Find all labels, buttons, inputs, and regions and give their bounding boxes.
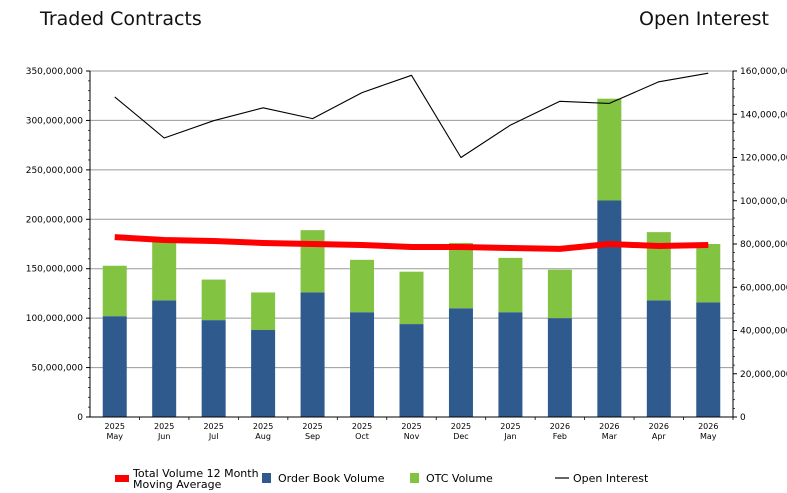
legend-swatch-otc-volume bbox=[410, 473, 419, 483]
open-interest-title: Open Interest bbox=[638, 8, 769, 30]
bar-order-book-volume-7 bbox=[448, 308, 473, 417]
x-tick-month: Feb bbox=[553, 432, 567, 441]
traded-contracts-title: Traded Contracts bbox=[40, 8, 202, 30]
x-tick-month: Jul bbox=[208, 432, 219, 441]
x-tick-year: 2025 bbox=[500, 422, 520, 431]
left-tick-label: 350,000,000 bbox=[26, 67, 84, 77]
right-tick-label: 80,000,000 bbox=[740, 240, 787, 250]
right-tick-label: 20,000,000 bbox=[740, 370, 787, 380]
x-tick-month: May bbox=[106, 432, 123, 441]
x-tick-year: 2025 bbox=[154, 422, 174, 431]
x-tick-month: Jun bbox=[157, 432, 171, 441]
right-tick-label: 0 bbox=[740, 413, 746, 423]
left-tick-label: 0 bbox=[77, 413, 83, 423]
legend-label: OTC Volume bbox=[426, 472, 493, 485]
bar-otc-volume-8 bbox=[498, 257, 523, 313]
x-tick-month: Dec bbox=[453, 432, 468, 441]
x-tick-month: Jan bbox=[503, 432, 516, 441]
bar-otc-volume-7 bbox=[448, 243, 473, 309]
left-tick-label: 50,000,000 bbox=[31, 364, 83, 374]
bar-order-book-volume-4 bbox=[300, 292, 325, 417]
x-tick-year: 2026 bbox=[649, 422, 669, 431]
moving-average-line bbox=[114, 234, 709, 252]
bar-otc-volume-10 bbox=[597, 98, 622, 201]
legend-label: Total Volume 12 Month bbox=[132, 467, 259, 480]
bar-otc-volume-0 bbox=[102, 265, 127, 317]
x-tick-year: 2026 bbox=[599, 422, 619, 431]
right-tick-label: 140,000,00 bbox=[740, 110, 787, 120]
bar-order-book-volume-2 bbox=[201, 320, 226, 417]
bar-otc-volume-5 bbox=[350, 259, 375, 313]
x-tick-year: 2025 bbox=[401, 422, 421, 431]
bar-otc-volume-9 bbox=[547, 269, 572, 319]
left-tick-label: 250,000,000 bbox=[26, 166, 84, 176]
right-tick-label: 120,000,00 bbox=[740, 154, 787, 164]
bar-order-book-volume-6 bbox=[399, 324, 424, 417]
bar-otc-volume-11 bbox=[646, 232, 671, 301]
bar-order-book-volume-8 bbox=[498, 312, 523, 417]
x-tick-year: 2025 bbox=[352, 422, 372, 431]
legend-label: Order Book Volume bbox=[278, 472, 385, 485]
bar-series bbox=[102, 98, 721, 417]
x-tick-year: 2026 bbox=[550, 422, 570, 431]
bar-otc-volume-3 bbox=[251, 292, 276, 331]
bar-otc-volume-2 bbox=[201, 279, 226, 321]
legend-label-line2: Moving Average bbox=[133, 478, 222, 491]
x-tick-year: 2025 bbox=[203, 422, 223, 431]
right-tick-label: 100,000,000 bbox=[740, 197, 787, 207]
x-tick-year: 2025 bbox=[105, 422, 125, 431]
gridlines bbox=[90, 70, 733, 369]
left-tick-label: 300,000,000 bbox=[26, 116, 84, 126]
x-tick-month: Apr bbox=[652, 432, 667, 441]
bar-otc-volume-4 bbox=[300, 230, 325, 293]
x-tick-month: Mar bbox=[602, 432, 618, 441]
x-tick-year: 2025 bbox=[451, 422, 471, 431]
left-tick-label: 200,000,000 bbox=[26, 215, 84, 225]
bar-order-book-volume-0 bbox=[102, 316, 127, 417]
x-tick-year: 2025 bbox=[253, 422, 273, 431]
left-tick-label: 150,000,000 bbox=[26, 265, 84, 275]
legend-label: Open Interest bbox=[573, 472, 649, 485]
line-series bbox=[114, 72, 709, 252]
legend-swatch-order-book-volume bbox=[262, 473, 271, 483]
x-tick-month: Sep bbox=[305, 432, 320, 441]
right-tick-label: 60,000,000 bbox=[740, 283, 787, 293]
x-tick-month: Nov bbox=[404, 432, 420, 441]
bar-order-book-volume-10 bbox=[597, 200, 622, 417]
bar-otc-volume-1 bbox=[152, 242, 177, 301]
bar-order-book-volume-1 bbox=[152, 300, 177, 417]
x-tick-month: May bbox=[700, 432, 717, 441]
right-tick-label: 40,000,000 bbox=[740, 327, 787, 337]
axes: 0 50,000,000 100,000,000 150,000,000 200,000… bbox=[26, 67, 787, 441]
x-tick-month: Oct bbox=[355, 432, 369, 441]
bar-otc-volume-6 bbox=[399, 271, 424, 325]
x-tick-year: 2025 bbox=[302, 422, 322, 431]
x-tick-month: Aug bbox=[255, 432, 271, 441]
bar-order-book-volume-3 bbox=[251, 330, 276, 417]
bar-order-book-volume-9 bbox=[547, 318, 572, 417]
bar-order-book-volume-5 bbox=[350, 312, 375, 417]
bar-order-book-volume-12 bbox=[696, 302, 721, 417]
open-interest-line bbox=[114, 72, 709, 159]
legend-swatch-moving-average bbox=[115, 475, 129, 482]
bar-order-book-volume-11 bbox=[646, 300, 671, 417]
bar-otc-volume-12 bbox=[696, 244, 721, 303]
x-tick-year: 2026 bbox=[698, 422, 718, 431]
left-tick-label: 100,000,000 bbox=[26, 314, 84, 324]
right-tick-label: 160,000,00 bbox=[740, 67, 787, 77]
